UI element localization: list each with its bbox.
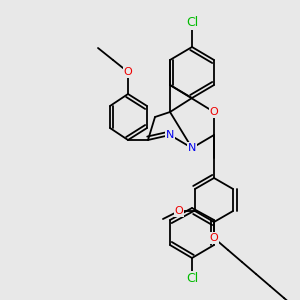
Text: N: N <box>166 130 174 140</box>
Text: O: O <box>210 233 218 243</box>
Text: O: O <box>124 67 132 77</box>
Text: Cl: Cl <box>186 272 198 284</box>
Text: Cl: Cl <box>186 16 198 28</box>
Text: O: O <box>175 206 183 216</box>
Text: N: N <box>188 143 196 153</box>
Text: O: O <box>210 107 218 117</box>
